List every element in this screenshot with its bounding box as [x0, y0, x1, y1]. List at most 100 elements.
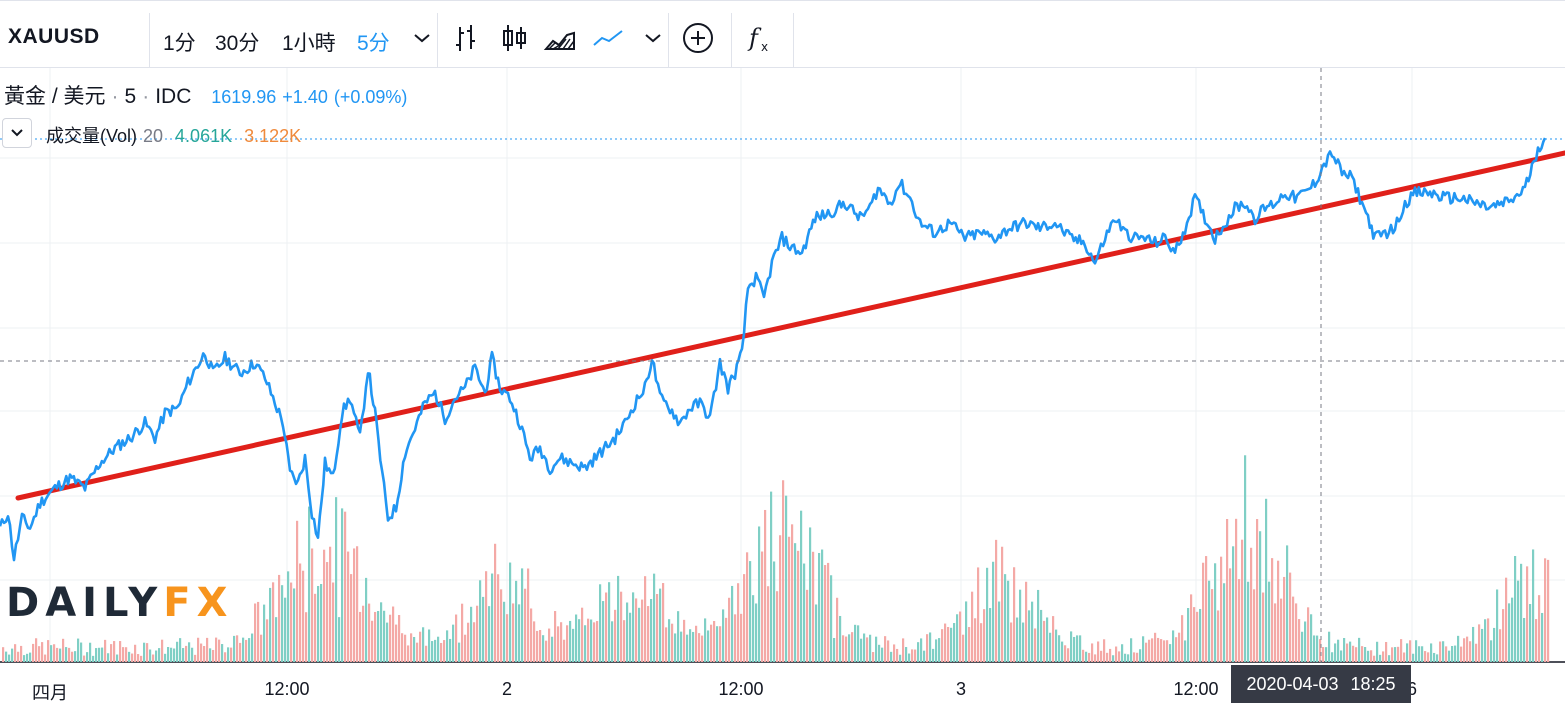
- volume-bar: [89, 642, 92, 662]
- volume-bar: [1394, 647, 1397, 662]
- volume-bar: [764, 509, 767, 662]
- volume-bar: [392, 606, 395, 662]
- volume-bar: [938, 638, 941, 662]
- volume-bar: [695, 625, 698, 662]
- volume-bar: [299, 563, 302, 662]
- candlestick-chart-icon[interactable]: [497, 21, 531, 55]
- volume-bar: [677, 611, 680, 662]
- volume-bar: [1118, 651, 1121, 662]
- volume-bar: [1295, 603, 1298, 662]
- volume-bar: [1337, 639, 1340, 662]
- volume-bar: [1511, 597, 1514, 662]
- volume-bar: [1328, 631, 1331, 662]
- volume-bar: [296, 520, 299, 662]
- chevron-down-icon[interactable]: [405, 21, 439, 55]
- volume-bar: [782, 480, 785, 662]
- volume-bar: [851, 632, 854, 662]
- volume-bar: [260, 634, 263, 662]
- time-axis[interactable]: 四月 12:00 2 12:00 3 12:00 6: [0, 663, 1565, 722]
- volume-bar: [1292, 596, 1295, 662]
- volume-bar: [1172, 630, 1175, 662]
- trend-line[interactable]: [15, 150, 1565, 501]
- volume-bar: [1316, 635, 1319, 662]
- volume-bar: [398, 615, 401, 662]
- volume-bar: [797, 550, 800, 662]
- volume-bar: [680, 631, 683, 662]
- volume-bar: [1502, 609, 1505, 662]
- volume-bar: [824, 565, 827, 662]
- area-chart-icon[interactable]: [543, 21, 577, 55]
- volume-bar: [1544, 558, 1547, 662]
- volume-bar: [1193, 607, 1196, 662]
- volume-bar: [293, 588, 296, 662]
- volume-bar: [1151, 638, 1154, 662]
- volume-bar: [893, 644, 896, 662]
- time-tick: 12:00: [1173, 679, 1219, 699]
- volume-bar: [914, 649, 917, 662]
- volume-bar: [533, 621, 536, 662]
- volume-bar: [1466, 636, 1469, 662]
- volume-bar: [311, 548, 314, 662]
- interval-30m[interactable]: 30分: [215, 32, 260, 55]
- interval-1m[interactable]: 1分: [163, 32, 196, 55]
- volume-bar: [1238, 579, 1241, 662]
- volume-bar: [353, 548, 356, 662]
- symbol-search[interactable]: XAUUSD: [8, 25, 100, 48]
- crosshair-time: 18:25: [1350, 674, 1396, 694]
- volume-bar: [65, 647, 68, 662]
- volume-bar: [605, 592, 608, 662]
- volume-bar: [947, 626, 950, 662]
- volume-bar: [1256, 519, 1259, 662]
- volume-bar: [647, 606, 650, 662]
- volume-bar: [1415, 640, 1418, 662]
- volume-bar: [1460, 646, 1463, 662]
- volume-bar: [161, 639, 164, 662]
- chevron-down-icon[interactable]: [636, 21, 670, 55]
- volume-bar: [1235, 518, 1238, 662]
- volume-bar: [389, 614, 392, 662]
- interval-1h[interactable]: 1小時: [282, 32, 336, 55]
- volume-bar: [362, 605, 365, 662]
- volume-bar: [320, 584, 323, 662]
- interval-5m[interactable]: 5分: [357, 32, 390, 55]
- volume-bar: [1445, 646, 1448, 662]
- volume-bar: [128, 651, 131, 662]
- volume-bar: [146, 643, 149, 662]
- volume-bar: [1307, 607, 1310, 662]
- compare-add-icon[interactable]: [681, 21, 715, 55]
- volume-bar: [821, 549, 824, 662]
- volume-bar: [725, 617, 728, 662]
- price-chart[interactable]: [0, 68, 1565, 663]
- volume-bar: [500, 589, 503, 662]
- bar-chart-icon[interactable]: [449, 21, 483, 55]
- volume-bar: [23, 655, 26, 662]
- volume-bar: [1403, 652, 1406, 662]
- volume-value-a: 4.061K: [175, 126, 233, 146]
- toolbar-divider: [793, 13, 794, 67]
- volume-bar: [977, 567, 980, 662]
- volume-bar: [584, 625, 587, 662]
- volume-bar: [482, 596, 485, 662]
- volume-indicator-name: 成交量(Vol): [46, 126, 138, 146]
- volume-bar: [1073, 636, 1076, 662]
- volume-bar: [548, 628, 551, 662]
- line-chart-icon[interactable]: [591, 21, 625, 55]
- volume-bar: [395, 624, 398, 662]
- volume-bar: [659, 588, 662, 662]
- volume-bar: [209, 648, 212, 662]
- volume-bar: [122, 647, 125, 662]
- volume-bar: [512, 603, 515, 662]
- volume-bar: [269, 587, 272, 662]
- volume-bar: [464, 634, 467, 662]
- volume-bar: [527, 568, 530, 662]
- volume-bar: [629, 612, 632, 662]
- legend-collapse-button[interactable]: [2, 118, 32, 148]
- volume-bar: [980, 623, 983, 662]
- volume-bar: [827, 562, 830, 662]
- volume-bar: [929, 632, 932, 662]
- volume-bar: [767, 586, 770, 662]
- volume-bar: [971, 591, 974, 662]
- volume-bar: [1331, 652, 1334, 662]
- volume-bar: [566, 625, 569, 662]
